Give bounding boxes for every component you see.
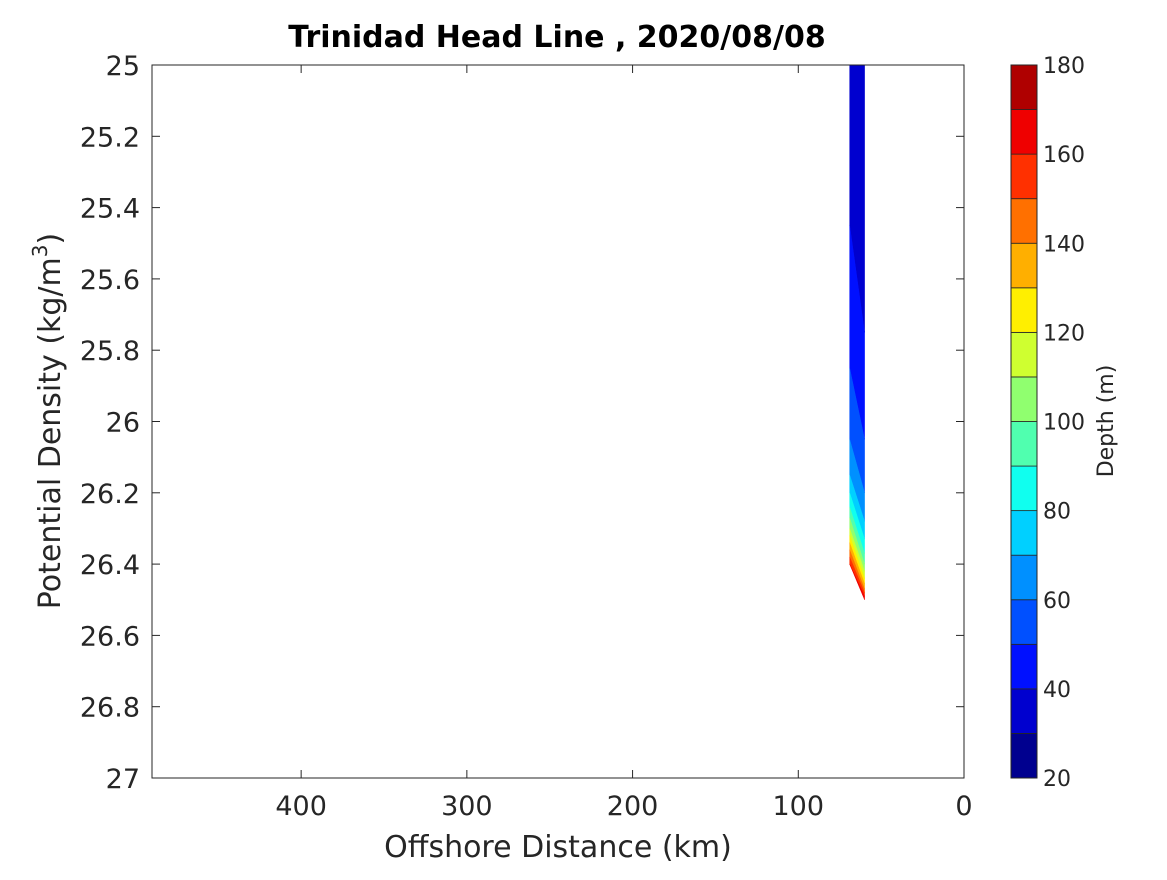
colorbar-swatch-150-160 <box>1010 153 1038 200</box>
plot-background <box>152 65 964 778</box>
colorbar-tick-label: 180 <box>1043 54 1085 79</box>
x-tick-label: 200 <box>607 791 659 822</box>
colorbar-swatch-100-110 <box>1010 376 1038 422</box>
colorbar-swatch-40-50 <box>1010 643 1038 690</box>
colorbar-swatch-70-80 <box>1010 510 1038 556</box>
y-tick-label: 25.2 <box>80 122 140 153</box>
y-axis-label: Potential Density (kg/m3) <box>28 233 68 609</box>
colorbar-swatch-110-120 <box>1010 331 1038 378</box>
x-axis-label: Offshore Distance (km) <box>384 830 732 865</box>
y-axis-label-superscript: 3 <box>28 244 52 257</box>
y-axis-label-close: ) <box>33 233 68 245</box>
colorbar-swatch-80-90 <box>1010 465 1038 512</box>
x-axis: 400 300 200 100 0 <box>275 65 973 822</box>
colorbar-tick-label: 40 <box>1043 678 1071 703</box>
colorbar-swatch-160-170 <box>1010 109 1038 155</box>
colorbar-swatch-130-140 <box>1010 242 1038 289</box>
colorbar-swatch-170-180 <box>1010 64 1038 110</box>
y-tick-label: 25 <box>106 51 140 82</box>
y-axis-label-main: Potential Density (kg/m <box>33 257 68 609</box>
y-tick-label: 26.4 <box>80 550 140 581</box>
plot-area <box>152 65 964 778</box>
y-axis: 25 25.2 25.4 25.6 25.8 26 26.2 26.4 26.6 26.8 27 <box>80 51 964 795</box>
contour-fill <box>849 64 865 600</box>
colorbar-swatch-140-150 <box>1010 198 1038 244</box>
y-tick-label: 26 <box>106 408 140 439</box>
colorbar-tick-label: 160 <box>1043 143 1085 168</box>
colorbar-tick-label: 20 <box>1043 767 1071 792</box>
y-tick-label: 26.6 <box>80 621 140 652</box>
x-tick-label: 300 <box>441 791 493 822</box>
y-tick-label: 27 <box>106 764 140 795</box>
colorbar-tick-label: 100 <box>1043 411 1085 436</box>
colorbar-swatch-20-30 <box>1010 733 1038 779</box>
colorbar-label: Depth (m) <box>1094 365 1119 478</box>
colorbar: 20 40 60 80 100 120 140 160 180 <box>1010 54 1085 792</box>
chart-title: Trinidad Head Line , 2020/08/08 <box>288 20 825 55</box>
colorbar-tick-label: 80 <box>1043 500 1071 525</box>
y-tick-label: 26.2 <box>80 479 140 510</box>
colorbar-tick-label: 60 <box>1043 589 1071 614</box>
y-tick-label: 26.8 <box>80 693 140 724</box>
colorbar-swatch-60-70 <box>1010 554 1038 601</box>
contour-band-160-170 <box>849 563 865 600</box>
x-tick-label: 400 <box>275 791 327 822</box>
colorbar-tick-label: 120 <box>1043 321 1085 346</box>
y-tick-label: 25.8 <box>80 336 140 367</box>
colorbar-tick-label: 140 <box>1043 232 1085 257</box>
colorbar-swatch-90-100 <box>1010 421 1038 467</box>
y-tick-label: 25.6 <box>80 265 140 296</box>
colorbar-swatch-50-60 <box>1010 599 1038 645</box>
y-tick-label: 25.4 <box>80 194 140 225</box>
x-tick-label: 100 <box>773 791 825 822</box>
colorbar-swatch-30-40 <box>1010 688 1038 734</box>
x-tick-label: 0 <box>955 791 972 822</box>
colorbar-frame <box>1010 64 1038 779</box>
colorbar-swatch-120-130 <box>1010 287 1038 333</box>
